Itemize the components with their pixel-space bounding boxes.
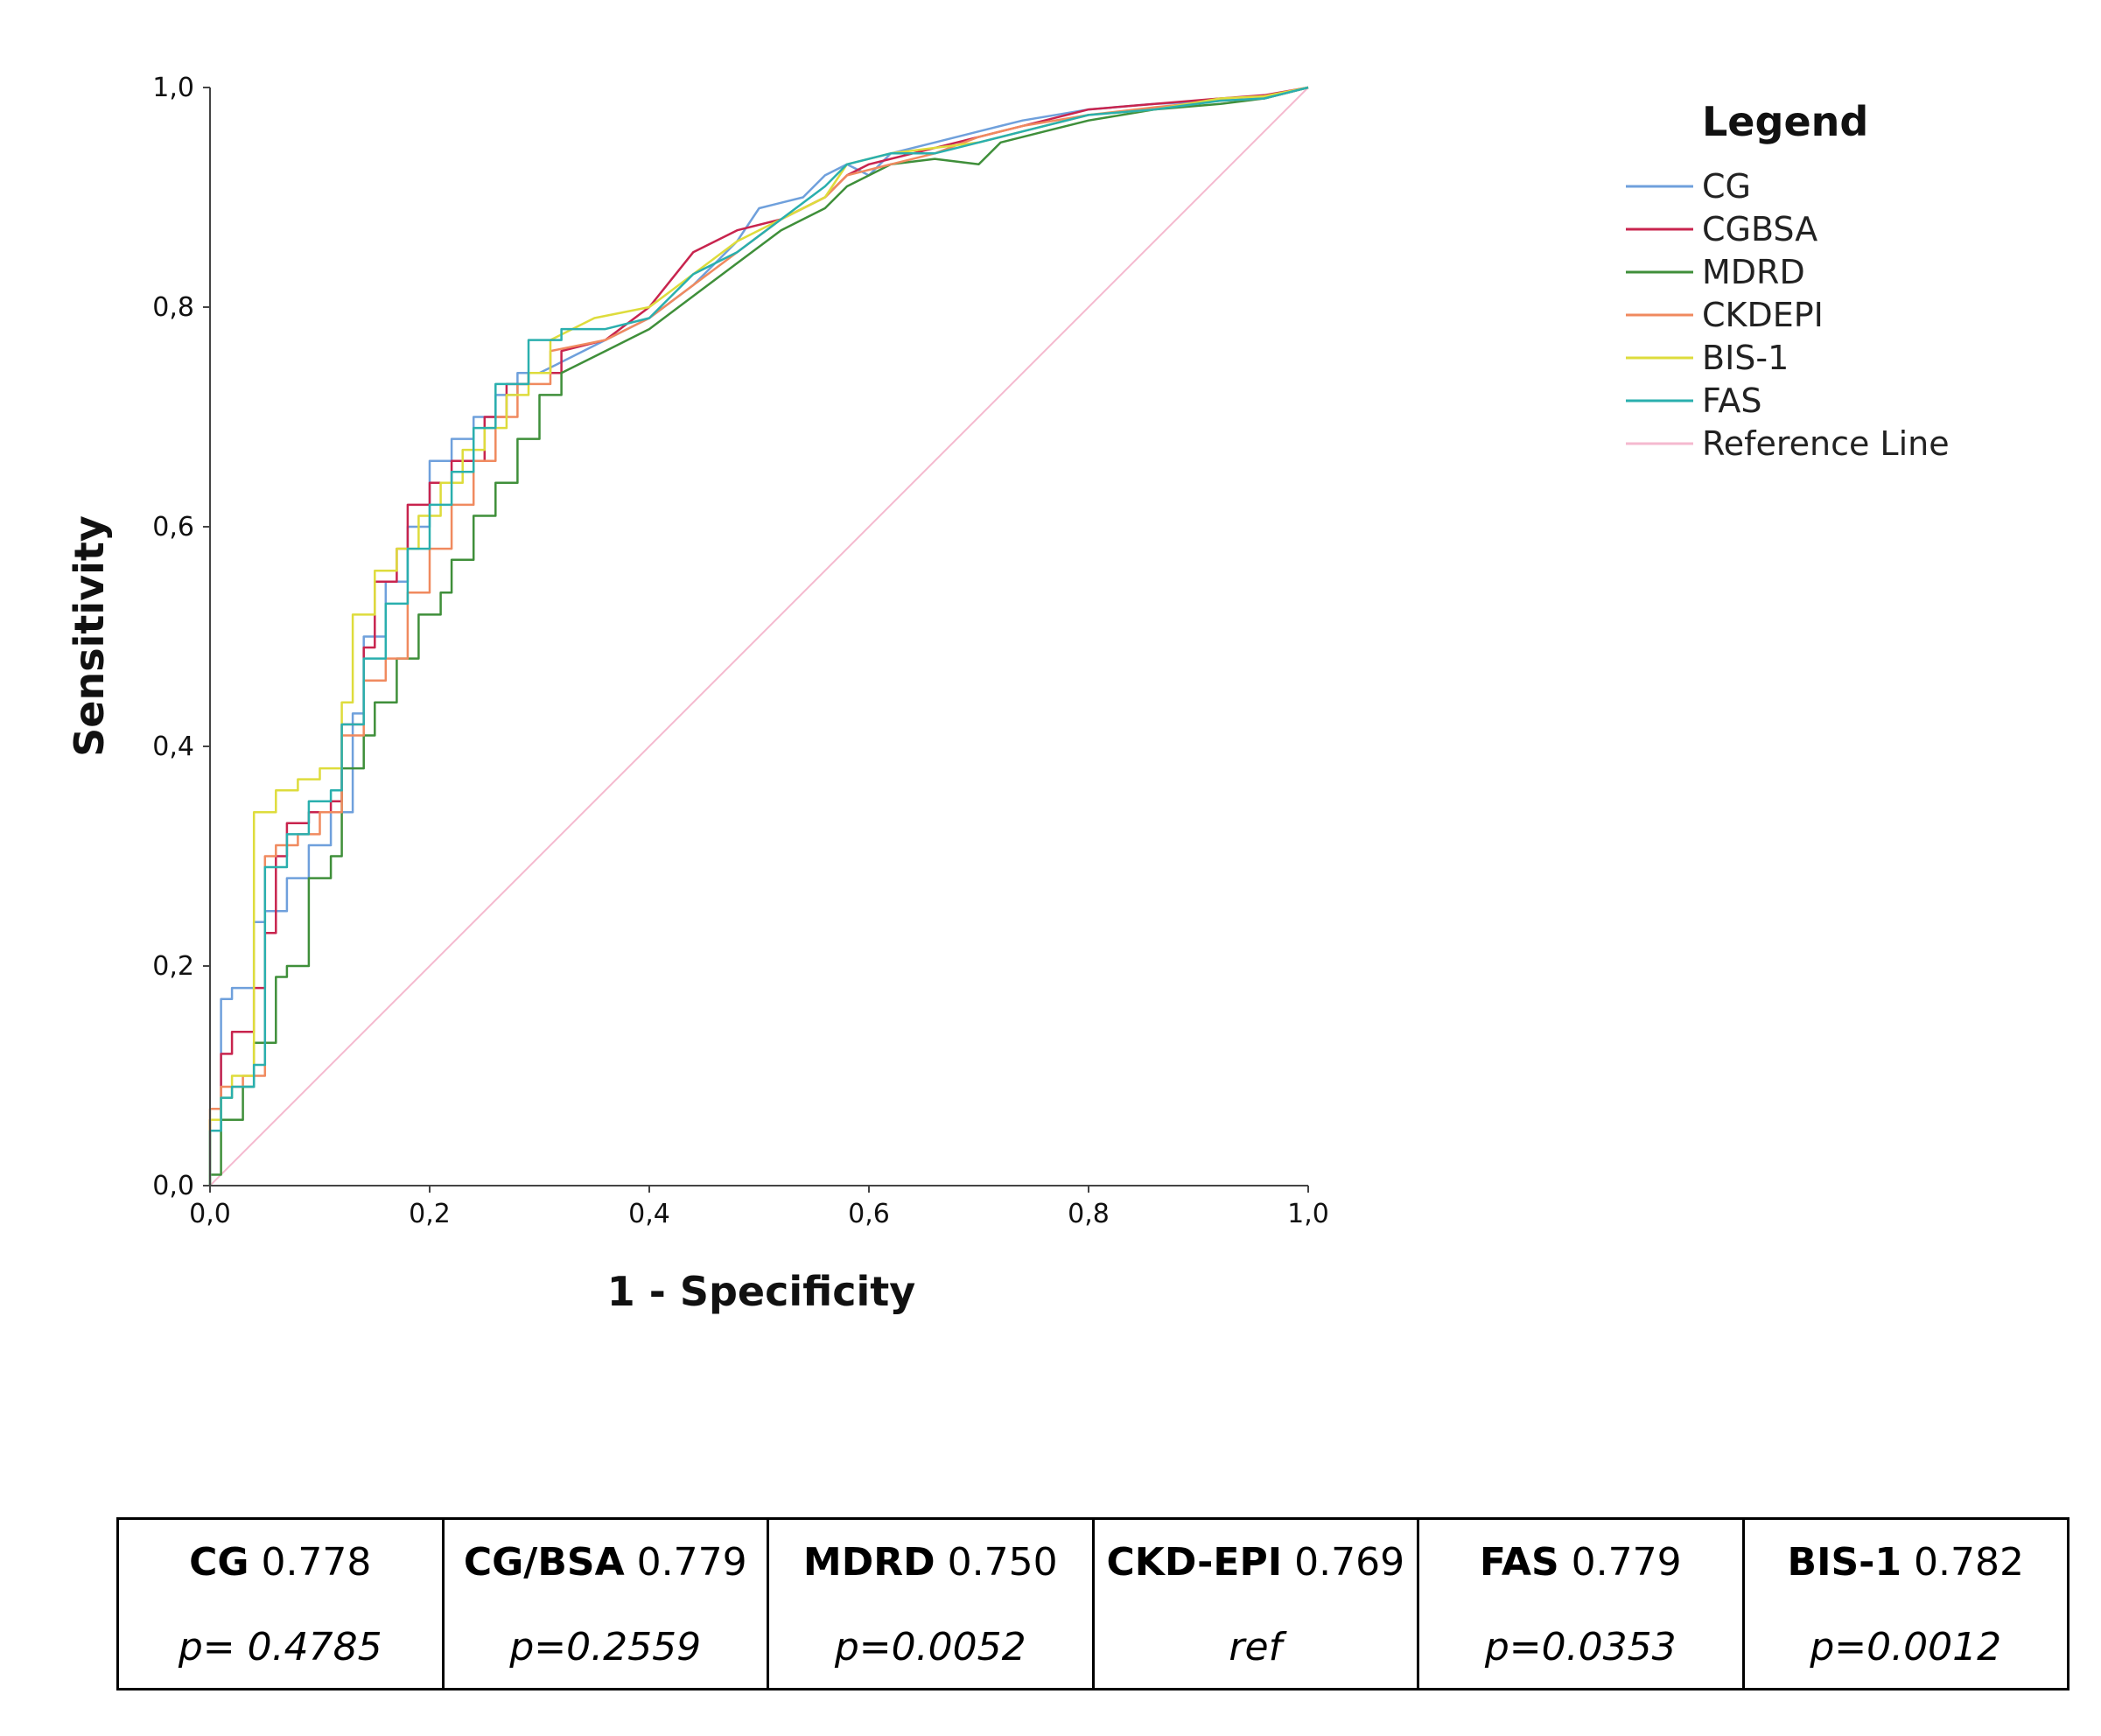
auc-cell-ckd-epi: CKD-EPI 0.769 ref [1091,1517,1419,1690]
auc-value: 0.778 [249,1540,372,1585]
x-tick-label: 1,0 [1287,1199,1329,1229]
y-tick-label: 0,4 [152,732,194,762]
auc-value-line: CG/BSA 0.779 [445,1540,767,1585]
legend-label-mdrd: MDRD [1702,253,1805,291]
legend-title: Legend [1702,98,1868,145]
method-name: FAS [1479,1540,1559,1585]
auc-value: 0.779 [1558,1540,1682,1585]
plot-area [208,86,1309,1186]
auc-row: CG 0.778 p= 0.4785 CG/BSA 0.779 p=0.2559 MDR… [116,1517,2069,1690]
legend-label-reference-line: Reference Line [1702,424,1950,463]
auc-value-line: MDRD 0.750 [769,1540,1092,1585]
legend-label-cg: CG [1702,167,1751,206]
p-value: p=0.0012 [1810,1625,2002,1670]
auc-table: CG 0.778 p= 0.4785 CG/BSA 0.779 p=0.2559 MDR… [116,1517,2069,1690]
auc-value-line: CG 0.778 [119,1540,442,1585]
x-tick-label: 0,0 [189,1199,231,1229]
x-tick-label: 0,4 [628,1199,670,1229]
p-value: p=0.2559 [509,1625,702,1670]
series-line-reference-line [209,87,1309,1186]
p-value: p= 0.4785 [178,1625,382,1670]
method-name: MDRD [802,1540,935,1585]
auc-value: 0.769 [1282,1540,1405,1585]
auc-cell-fas: FAS 0.779 p=0.0353 [1417,1517,1745,1690]
auc-value: 0.782 [1901,1540,2024,1585]
p-value: p=0.0052 [834,1625,1026,1670]
y-tick-label: 1,0 [152,73,194,103]
legend-label-fas: FAS [1702,382,1762,420]
y-tick-label: 0,0 [152,1171,194,1201]
legend-label-ckdepi: CKDEPI [1702,296,1824,334]
series-line-fas [208,86,1309,1186]
series-line-mdrd [208,86,1309,1186]
auc-value-line: FAS 0.779 [1419,1540,1742,1585]
p-value: ref [1229,1625,1283,1670]
y-tick-label: 0,6 [152,512,194,542]
auc-cell-cg-bsa: CG/BSA 0.779 p=0.2559 [441,1517,769,1690]
legend-label-bis-1: BIS-1 [1702,339,1789,377]
auc-value-line: CKD-EPI 0.769 [1095,1540,1418,1585]
x-tick-label: 0,8 [1068,1199,1110,1229]
auc-cell-cg: CG 0.778 p= 0.4785 [116,1517,445,1690]
x-tick-label: 0,2 [409,1199,451,1229]
method-name: CKD-EPI [1106,1540,1283,1585]
x-axis-title: 1 - Specificity [607,1268,916,1315]
auc-value-line: BIS-1 0.782 [1745,1540,2068,1585]
method-name: CG/BSA [463,1540,625,1585]
legend: Legend CG CGBSA MDRD CKDEPI BIS-1 FAS Referenc… [1626,98,1950,463]
axes [209,88,1308,1186]
method-name: BIS-1 [1787,1540,1902,1585]
auc-cell-mdrd: MDRD 0.750 p=0.0052 [767,1517,1095,1690]
p-value: p=0.0353 [1484,1625,1677,1670]
method-name: CG [189,1540,249,1585]
y-axis-title: Sensitivity [66,515,113,757]
auc-cell-bis-1: BIS-1 0.782 p=0.0012 [1741,1517,2069,1690]
x-tick-label: 0,6 [848,1199,890,1229]
auc-value: 0.779 [624,1540,747,1585]
series-line-ckdepi [208,86,1309,1186]
auc-value: 0.750 [935,1540,1058,1585]
ticks: 0,0 0,2 0,4 0,6 0,8 1,0 0,0 0,2 0,4 0,6 0,8 1,0 [152,73,1329,1229]
y-tick-label: 0,8 [152,292,194,323]
y-tick-label: 0,2 [152,951,194,982]
legend-label-cgbsa: CGBSA [1702,210,1817,248]
